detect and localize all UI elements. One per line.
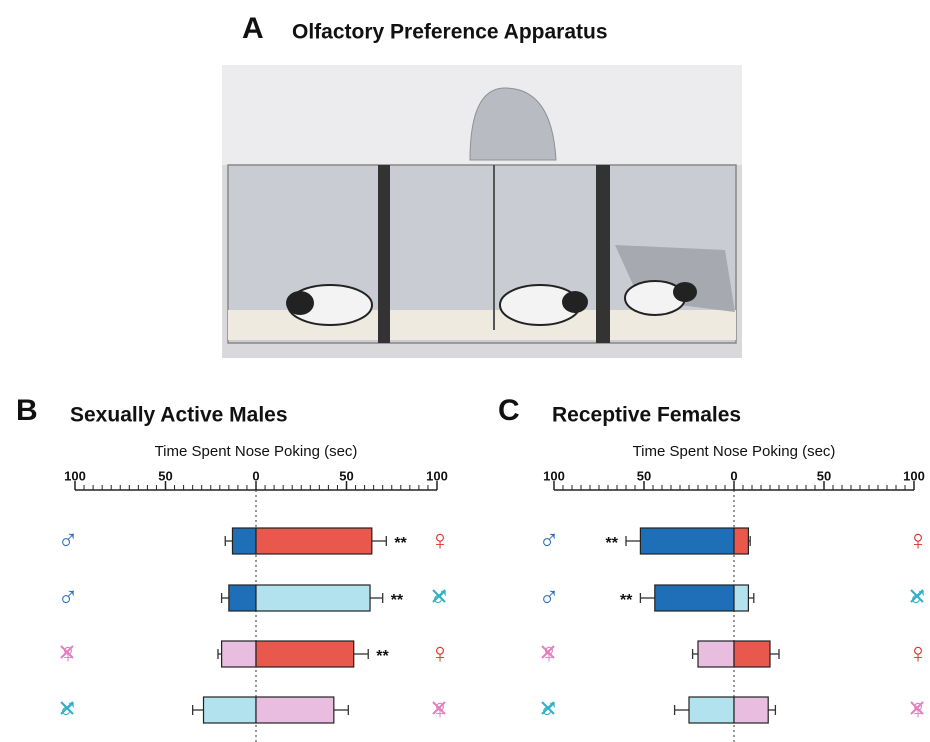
bar: [689, 697, 734, 723]
significance: **: [394, 535, 407, 552]
row-symbol: ♂: [58, 524, 79, 555]
bar: [734, 528, 748, 554]
significance: **: [606, 535, 619, 552]
panel-title: Olfactory Preference Apparatus: [292, 21, 608, 44]
significance: **: [376, 648, 389, 665]
x-tick-label: 50: [339, 468, 353, 483]
x-tick-label: 50: [158, 468, 172, 483]
bar: [256, 641, 354, 667]
bar: [222, 641, 256, 667]
x-tick-label: 100: [543, 468, 565, 483]
bar: [734, 585, 748, 611]
panel-letter: A: [242, 12, 264, 45]
row-symbol: ♂: [539, 581, 560, 612]
bar: [640, 528, 734, 554]
significance: **: [620, 592, 633, 609]
x-tick-label: 50: [637, 468, 651, 483]
chart-title: Sexually Active Males: [70, 404, 288, 427]
x-axis-label: Time Spent Nose Poking (sec): [155, 443, 358, 460]
bar: [734, 641, 770, 667]
row-symbol: ♀: [430, 637, 451, 668]
bar: [256, 528, 372, 554]
significance: **: [391, 592, 404, 609]
x-tick-label: 50: [817, 468, 831, 483]
x-tick-label: 100: [64, 468, 86, 483]
row-symbol: ♀: [430, 524, 451, 555]
x-tick-label: 100: [426, 468, 448, 483]
panel-letter: B: [16, 394, 38, 427]
row-symbol: ♀: [908, 524, 929, 555]
chart-title: Receptive Females: [552, 404, 741, 427]
x-tick-label: 100: [903, 468, 925, 483]
bar: [655, 585, 734, 611]
apparatus-photo: [222, 65, 742, 358]
bar: [256, 585, 370, 611]
bar: [698, 641, 734, 667]
row-symbol: ♀: [908, 637, 929, 668]
bar: [229, 585, 256, 611]
x-axis-label: Time Spent Nose Poking (sec): [633, 443, 836, 460]
bar: [256, 697, 334, 723]
row-symbol: ♂: [58, 581, 79, 612]
x-tick-label: 0: [730, 468, 737, 483]
bar: [204, 697, 256, 723]
x-tick-label: 0: [252, 468, 259, 483]
bar: [232, 528, 256, 554]
panel-letter: C: [498, 394, 520, 427]
bar: [734, 697, 768, 723]
figure: A Olfactory Preference Apparatus B Sexual…: [0, 0, 930, 742]
row-symbol: ♂: [539, 524, 560, 555]
